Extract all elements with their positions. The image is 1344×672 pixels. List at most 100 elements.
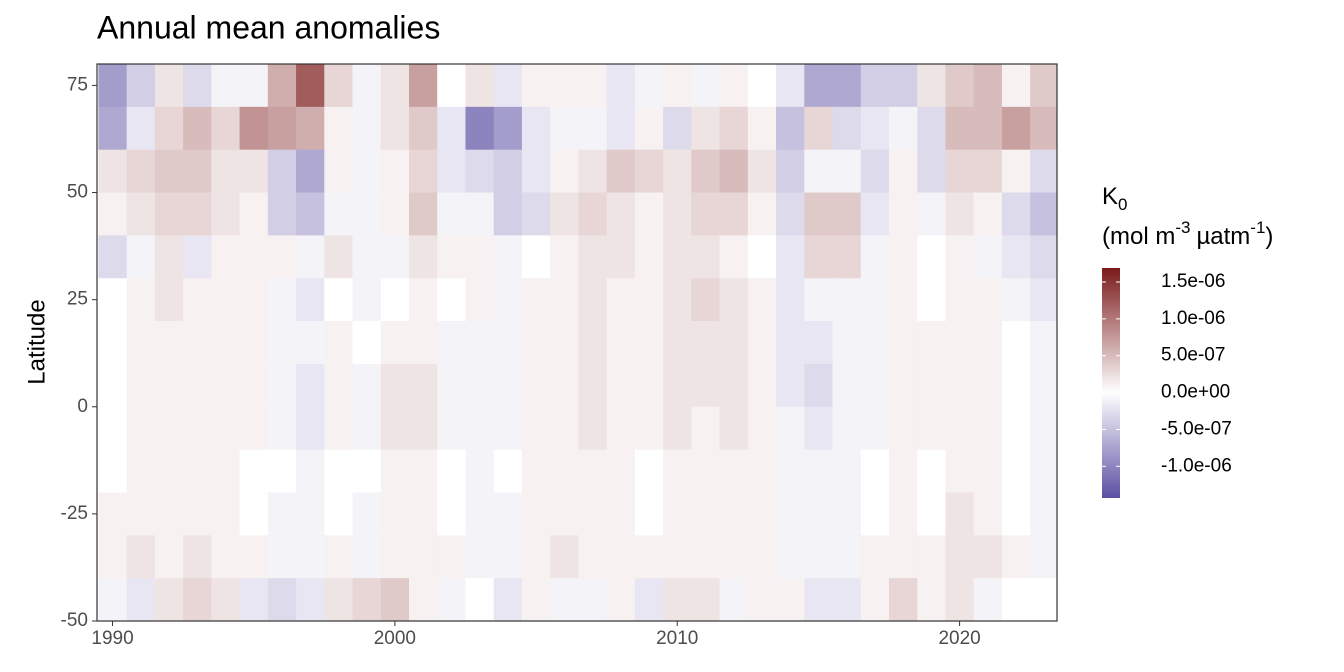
heat-cell <box>267 278 297 322</box>
heat-cell <box>211 192 241 236</box>
heat-cell <box>634 321 664 365</box>
heat-cell <box>183 363 212 408</box>
heat-cell <box>691 192 721 236</box>
heat-cell <box>154 106 184 151</box>
heat-cell <box>719 64 749 108</box>
heat-cell <box>663 578 692 621</box>
heat-cell <box>324 363 354 408</box>
heat-cell <box>634 235 664 279</box>
heat-cell <box>183 106 212 151</box>
heat-cell <box>1001 106 1031 151</box>
heat-cell <box>917 363 946 408</box>
heat-cell <box>1001 192 1031 236</box>
legend-tick-label: -5.0e-07 <box>1161 418 1232 439</box>
heat-cell <box>493 278 523 322</box>
heat-cell <box>437 192 466 236</box>
heat-cell <box>267 235 297 279</box>
legend-title-sub: 0 <box>1118 195 1127 214</box>
heat-cell <box>550 192 579 236</box>
colorbar <box>1102 268 1120 498</box>
heat-cell <box>578 64 608 108</box>
heat-cell <box>521 235 551 279</box>
heat-cell <box>98 235 128 279</box>
heat-cell <box>691 578 721 621</box>
x-tick-label: 1990 <box>91 628 133 649</box>
heat-cell <box>296 449 325 493</box>
heat-cell <box>409 406 438 451</box>
heat-cell <box>550 363 579 408</box>
heat-cell <box>380 321 410 365</box>
heat-cell <box>267 106 297 151</box>
heat-cell <box>776 192 805 236</box>
heat-cell <box>578 192 608 236</box>
heat-cell <box>465 363 495 408</box>
heat-cell <box>889 106 918 151</box>
heat-cell <box>578 363 608 408</box>
heat-cell <box>973 192 1003 236</box>
heat-cell <box>747 406 777 451</box>
heat-cell <box>267 363 297 408</box>
heat-cell <box>296 535 325 579</box>
heat-cell <box>578 535 608 579</box>
heat-cell <box>917 192 946 236</box>
heat-cell <box>550 406 579 451</box>
heat-cell <box>550 321 579 365</box>
heat-cell <box>183 149 212 194</box>
heat-cell <box>917 406 946 451</box>
heat-cell <box>973 278 1003 322</box>
heat-cell <box>154 363 184 408</box>
heat-cell <box>239 535 269 579</box>
heat-cell <box>860 578 890 621</box>
heat-cell <box>437 578 466 621</box>
heat-cell <box>889 578 918 621</box>
heat-cell <box>211 278 241 322</box>
heat-cell <box>776 235 805 279</box>
heat-cell <box>324 449 354 493</box>
heat-cell <box>239 192 269 236</box>
heat-cell <box>606 363 636 408</box>
heat-cell <box>917 106 946 151</box>
heat-cell <box>606 64 636 108</box>
heat-cell <box>776 321 805 365</box>
heat-cell <box>860 192 890 236</box>
heat-cell <box>409 321 438 365</box>
heat-cell <box>917 278 946 322</box>
heat-cell <box>945 321 975 365</box>
heat-cell <box>634 64 664 108</box>
heat-cell <box>606 492 636 536</box>
heat-cell <box>634 449 664 493</box>
heat-cell <box>973 578 1003 621</box>
heat-cell <box>1001 278 1031 322</box>
heat-cell <box>1001 321 1031 365</box>
heat-cell <box>1001 449 1031 493</box>
heat-cell <box>98 492 128 536</box>
heat-cell <box>719 106 749 151</box>
heat-cell <box>154 535 184 579</box>
heat-cell <box>804 321 834 365</box>
heat-cell <box>550 578 579 621</box>
heat-cell <box>465 578 495 621</box>
heat-cell <box>889 64 918 108</box>
heat-cell <box>776 449 805 493</box>
heat-cell <box>239 363 269 408</box>
heat-cell <box>776 492 805 536</box>
heat-cell <box>521 278 551 322</box>
heat-cell <box>634 192 664 236</box>
heat-cell <box>409 64 438 108</box>
heat-cell <box>493 578 523 621</box>
heat-cell <box>521 578 551 621</box>
heat-cell <box>719 406 749 451</box>
heat-cell <box>183 492 212 536</box>
heat-cell <box>860 64 890 108</box>
heat-cell <box>380 406 410 451</box>
heat-cell <box>917 64 946 108</box>
heat-cell <box>804 363 834 408</box>
heat-cell <box>804 192 834 236</box>
heat-cell <box>973 406 1003 451</box>
heat-cell <box>719 235 749 279</box>
heat-cell <box>578 149 608 194</box>
heat-cell <box>663 535 692 579</box>
heat-cell <box>521 363 551 408</box>
heat-cell <box>465 149 495 194</box>
heat-cell <box>776 106 805 151</box>
